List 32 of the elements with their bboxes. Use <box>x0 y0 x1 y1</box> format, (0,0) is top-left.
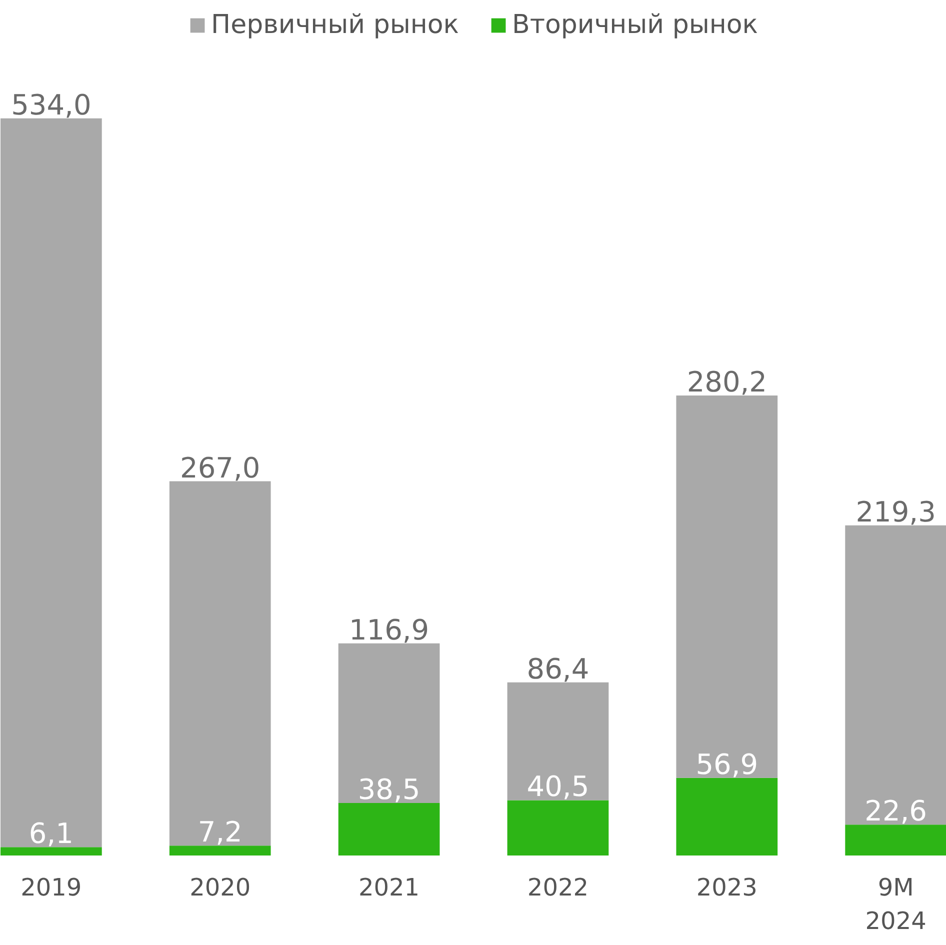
data-label: 116,9 <box>348 613 430 646</box>
bar <box>0 847 102 856</box>
x-tick-label: 2021 <box>358 874 420 902</box>
bar <box>507 682 609 800</box>
x-tick-label: 2023 <box>696 874 758 902</box>
data-label: 56,9 <box>696 748 758 781</box>
bar <box>507 800 609 856</box>
bar <box>0 118 102 848</box>
bar <box>338 643 440 803</box>
data-label: 7,2 <box>198 816 242 849</box>
bar <box>845 824 946 856</box>
bar <box>169 846 271 856</box>
bar <box>169 481 271 846</box>
legend-label: Первичный рынок <box>211 10 459 40</box>
bar <box>845 525 946 825</box>
data-label: 6,1 <box>28 817 74 850</box>
data-label: 86,4 <box>526 652 590 686</box>
bar <box>338 802 440 856</box>
data-label: 38,5 <box>358 772 420 806</box>
bar <box>676 778 778 856</box>
data-label: 534,0 <box>11 88 92 122</box>
data-label: 267,0 <box>180 451 260 484</box>
x-tick-label: 2022 <box>527 874 589 902</box>
bar <box>676 395 778 778</box>
x-tick-label: 9M 2024 <box>865 874 926 936</box>
data-label: 219,3 <box>856 495 936 528</box>
legend-label: Вторичный рынок <box>512 10 758 40</box>
x-tick-label: 2019 <box>20 874 82 902</box>
data-label: 280,2 <box>686 365 767 398</box>
data-label: 40,5 <box>526 770 590 804</box>
data-label: 22,6 <box>864 794 927 828</box>
x-tick-label: 2020 <box>190 874 251 902</box>
